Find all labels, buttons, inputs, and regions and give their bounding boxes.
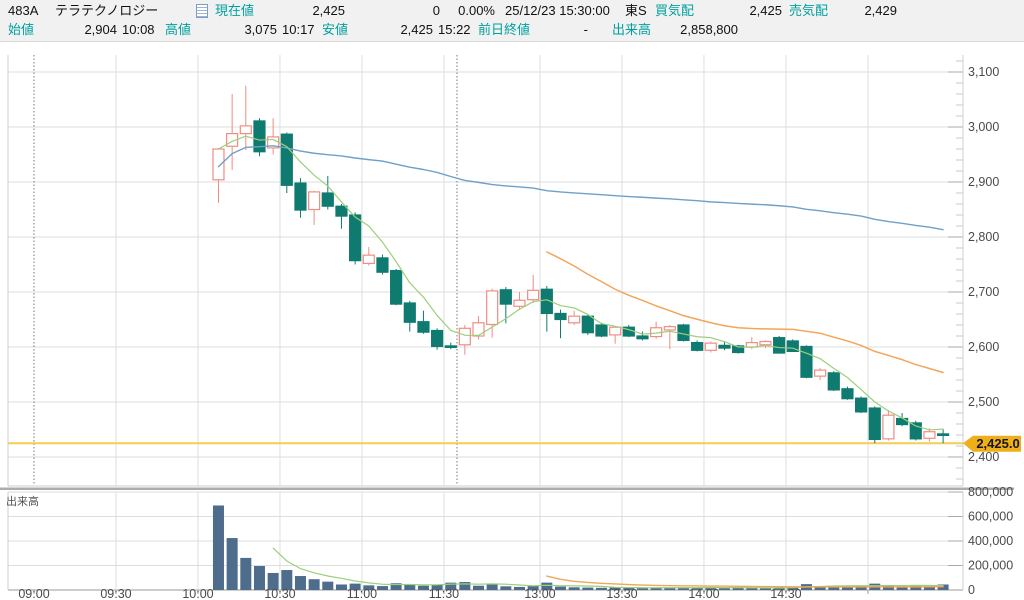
market-segment: 東S: [625, 3, 647, 18]
svg-text:600,000: 600,000: [968, 510, 1013, 524]
svg-text:2,425.0: 2,425.0: [976, 436, 1019, 451]
open-time: 10:08: [122, 22, 155, 37]
stock-code: 483A: [8, 3, 39, 18]
svg-text:09:30: 09:30: [100, 587, 131, 600]
low-time: 15:22: [438, 22, 471, 37]
current-price-badge: 2,425.0: [963, 435, 1021, 452]
svg-text:3,100: 3,100: [968, 65, 999, 79]
svg-text:10:00: 10:00: [182, 587, 213, 600]
volume-bars-layer: [212, 505, 949, 590]
svg-text:2,900: 2,900: [968, 175, 999, 189]
svg-text:09:00: 09:00: [18, 587, 49, 600]
svg-text:800,000: 800,000: [968, 485, 1013, 499]
volume-panel-label: 出来高: [6, 496, 39, 508]
quote-header: 483A テラテクノロジー 現在値 2,425 0 0.00% 25/12/23…: [0, 0, 1024, 42]
svg-text:2,600: 2,600: [968, 340, 999, 354]
svg-text:2,700: 2,700: [968, 285, 999, 299]
candles-layer: [212, 85, 950, 444]
quote-detail-icon[interactable]: [196, 4, 208, 18]
volume-label: 出来高: [612, 22, 652, 37]
svg-text:11:00: 11:00: [347, 587, 377, 600]
svg-text:400,000: 400,000: [968, 534, 1013, 548]
bid-value: 2,425: [749, 3, 782, 18]
current-price-value: 2,425: [312, 3, 345, 18]
svg-text:0: 0: [968, 583, 975, 597]
open-value: 2,904: [84, 22, 117, 37]
stock-name: テラテクノロジー: [55, 3, 159, 18]
svg-text:2,800: 2,800: [968, 230, 999, 244]
change-percent: 0.00%: [458, 3, 495, 18]
svg-text:10:30: 10:30: [264, 587, 295, 600]
svg-text:14:00: 14:00: [688, 587, 719, 600]
svg-text:3,000: 3,000: [968, 120, 999, 134]
low-value: 2,425: [400, 22, 433, 37]
svg-text:13:30: 13:30: [606, 587, 637, 600]
prev-close-value: -: [583, 22, 588, 37]
svg-text:2,500: 2,500: [968, 395, 999, 409]
svg-text:2,400: 2,400: [968, 450, 999, 464]
moving-average-layer: [217, 135, 944, 589]
bid-label: 買気配: [655, 3, 695, 18]
current-price-label: 現在値: [215, 3, 255, 18]
svg-text:200,000: 200,000: [968, 559, 1013, 573]
high-label: 高値: [165, 22, 192, 37]
svg-text:11:30: 11:30: [429, 587, 459, 600]
high-value: 3,075: [244, 22, 277, 37]
open-label: 始値: [8, 22, 35, 37]
ask-value: 2,429: [864, 3, 897, 18]
quote-datetime: 25/12/23 15:30:00: [505, 3, 610, 18]
high-time: 10:17: [282, 22, 315, 37]
volume-value: 2,858,800: [680, 22, 738, 37]
svg-text:13:00: 13:00: [524, 587, 555, 600]
svg-text:14:30: 14:30: [770, 587, 801, 600]
change-value: 0: [432, 3, 440, 18]
prev-close-label: 前日終値: [478, 22, 531, 37]
ask-label: 売気配: [789, 3, 829, 18]
grid-layer: [0, 55, 1014, 594]
axis-labels-layer: 2,400 2,500 2,600 2,700 2,800 2,900 3,000 3,100…: [18, 65, 1013, 600]
low-label: 安値: [322, 22, 349, 37]
